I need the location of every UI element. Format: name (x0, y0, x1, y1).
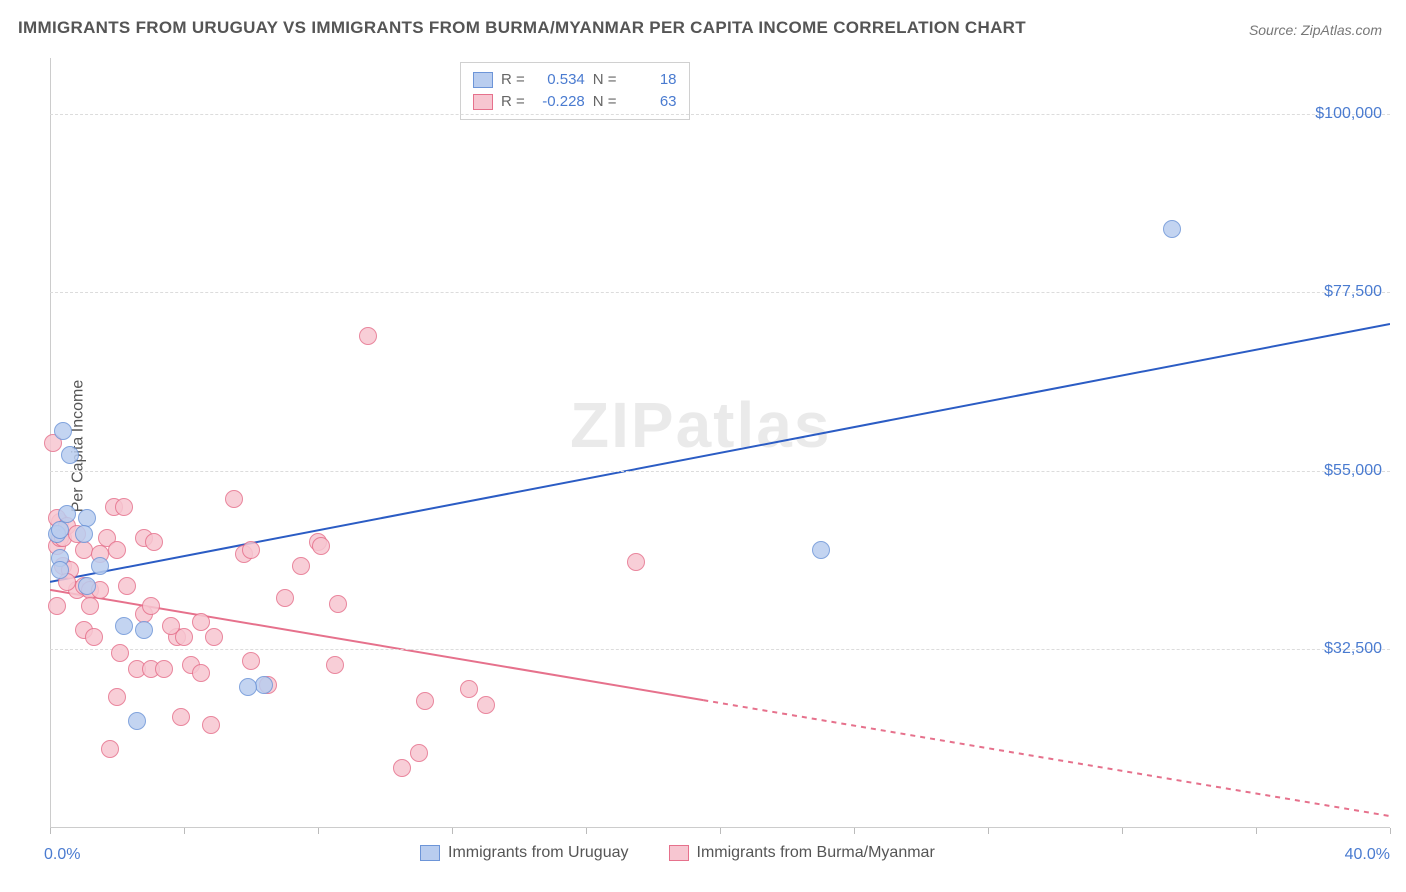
scatter-point (115, 617, 133, 635)
scatter-point (410, 744, 428, 762)
scatter-point (115, 498, 133, 516)
scatter-point (239, 678, 257, 696)
x-tick (1122, 828, 1123, 834)
scatter-point (627, 553, 645, 571)
legend-label: Immigrants from Uruguay (448, 844, 629, 862)
scatter-point (108, 541, 126, 559)
scatter-point (202, 716, 220, 734)
scatter-point (292, 557, 310, 575)
x-tick (318, 828, 319, 834)
n-value: 18 (625, 69, 677, 91)
y-tick-label: $55,000 (1324, 462, 1382, 480)
scatter-point (155, 660, 173, 678)
r-label: R = (501, 91, 525, 113)
scatter-point (225, 490, 243, 508)
n-label: N = (593, 69, 617, 91)
plot-area: ZIPatlas R = 0.534 N = 18 R = -0.228 N =… (50, 58, 1390, 828)
scatter-point (255, 676, 273, 694)
scatter-point (172, 708, 190, 726)
scatter-point (108, 688, 126, 706)
n-value: 63 (625, 91, 677, 113)
trend-lines (50, 58, 1390, 828)
legend-row-burma: R = -0.228 N = 63 (473, 91, 677, 113)
x-tick (1390, 828, 1391, 834)
scatter-point (242, 652, 260, 670)
scatter-point (51, 521, 69, 539)
scatter-point (477, 696, 495, 714)
swatch-burma (473, 94, 493, 110)
r-value: -0.228 (533, 91, 585, 113)
legend-item-uruguay: Immigrants from Uruguay (420, 844, 629, 862)
scatter-point (326, 656, 344, 674)
scatter-point (175, 628, 193, 646)
scatter-point (329, 595, 347, 613)
r-label: R = (501, 69, 525, 91)
swatch-uruguay (473, 72, 493, 88)
x-tick (854, 828, 855, 834)
scatter-point (85, 628, 103, 646)
swatch-burma (669, 845, 689, 861)
scatter-point (118, 577, 136, 595)
scatter-point (393, 759, 411, 777)
gridline (50, 471, 1390, 472)
scatter-point (61, 446, 79, 464)
x-tick (720, 828, 721, 834)
swatch-uruguay (420, 845, 440, 861)
legend-item-burma: Immigrants from Burma/Myanmar (669, 844, 935, 862)
source-label: Source: ZipAtlas.com (1249, 22, 1382, 38)
scatter-point (111, 644, 129, 662)
gridline (50, 649, 1390, 650)
scatter-point (78, 577, 96, 595)
scatter-point (135, 621, 153, 639)
scatter-point (128, 712, 146, 730)
y-tick-label: $32,500 (1324, 640, 1382, 658)
scatter-point (812, 541, 830, 559)
scatter-point (142, 597, 160, 615)
x-tick (184, 828, 185, 834)
x-tick (586, 828, 587, 834)
x-tick (1256, 828, 1257, 834)
scatter-point (242, 541, 260, 559)
scatter-point (75, 525, 93, 543)
gridline (50, 114, 1390, 115)
n-label: N = (593, 91, 617, 113)
scatter-point (54, 422, 72, 440)
scatter-point (101, 740, 119, 758)
x-axis-max-label: 40.0% (1345, 846, 1390, 864)
x-axis-min-label: 0.0% (44, 846, 80, 864)
scatter-point (416, 692, 434, 710)
chart-title: IMMIGRANTS FROM URUGUAY VS IMMIGRANTS FR… (18, 18, 1026, 38)
scatter-point (276, 589, 294, 607)
scatter-point (359, 327, 377, 345)
scatter-point (48, 597, 66, 615)
y-tick-label: $77,500 (1324, 283, 1382, 301)
scatter-point (460, 680, 478, 698)
x-tick (50, 828, 51, 834)
scatter-point (81, 597, 99, 615)
scatter-point (91, 557, 109, 575)
gridline (50, 292, 1390, 293)
scatter-point (192, 664, 210, 682)
x-tick (452, 828, 453, 834)
scatter-point (51, 561, 69, 579)
x-tick (988, 828, 989, 834)
y-tick-label: $100,000 (1315, 105, 1382, 123)
legend-label: Immigrants from Burma/Myanmar (697, 844, 935, 862)
scatter-point (192, 613, 210, 631)
scatter-point (205, 628, 223, 646)
scatter-point (312, 537, 330, 555)
scatter-point (145, 533, 163, 551)
scatter-point (1163, 220, 1181, 238)
series-legend: Immigrants from Uruguay Immigrants from … (420, 844, 935, 862)
r-value: 0.534 (533, 69, 585, 91)
scatter-point (75, 541, 93, 559)
legend-row-uruguay: R = 0.534 N = 18 (473, 69, 677, 91)
correlation-legend: R = 0.534 N = 18 R = -0.228 N = 63 (460, 62, 690, 120)
